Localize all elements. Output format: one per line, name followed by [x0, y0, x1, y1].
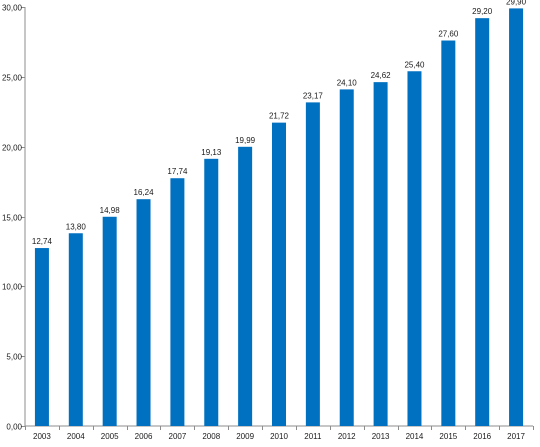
- data-label-2013: 24,62: [371, 71, 392, 80]
- x-tick-label: 2004: [67, 432, 85, 441]
- data-label-2015: 27,60: [438, 30, 459, 39]
- bar-2004: [68, 233, 83, 426]
- data-label-2008: 19,13: [201, 148, 222, 157]
- data-label-2011: 23,17: [303, 91, 324, 100]
- x-tick-label: 2010: [270, 432, 288, 441]
- x-tick-label: 2014: [406, 432, 424, 441]
- bars: [34, 8, 524, 427]
- data-label-2014: 25,40: [404, 60, 425, 69]
- x-tick-label: 2003: [33, 432, 51, 441]
- data-label-2004: 13,80: [66, 222, 87, 231]
- bar-2007: [170, 178, 185, 426]
- data-label-2003: 12,74: [32, 237, 53, 246]
- data-label-2007: 17,74: [167, 167, 188, 176]
- bar-2015: [441, 40, 456, 427]
- bar-2008: [204, 158, 219, 426]
- bar-2010: [272, 122, 286, 426]
- bar-2005: [102, 216, 117, 426]
- bar-2012: [339, 89, 354, 427]
- labels: 0,00 5,00 10,00 15,00 20,00 25,00 30,00 12,74 20…: [2, 0, 527, 441]
- data-label-2005: 14,98: [100, 206, 121, 215]
- data-label-2016: 29,20: [472, 7, 493, 16]
- x-tick-label: 2016: [473, 432, 491, 441]
- x-tick-label: 2013: [372, 432, 390, 441]
- x-tick-label: 2008: [202, 432, 220, 441]
- bar-2009: [238, 146, 253, 426]
- x-tick-label: 2007: [169, 432, 187, 441]
- x-tick-label: 2017: [507, 432, 525, 441]
- data-label-2010: 21,72: [269, 112, 290, 121]
- y-tick-label: 20,00: [2, 144, 23, 153]
- bar-2006: [136, 199, 151, 426]
- x-tick-label: 2006: [135, 432, 153, 441]
- bar-2003: [34, 248, 49, 426]
- data-label-2009: 19,99: [235, 136, 256, 145]
- y-tick-label: 0,00: [6, 423, 22, 432]
- y-tick-label: 10,00: [2, 283, 23, 292]
- y-tick-label: 25,00: [2, 74, 23, 83]
- bar-2017: [509, 8, 524, 427]
- bar-2013: [373, 82, 388, 426]
- data-label-2017: 29,90: [506, 0, 527, 6]
- data-label-2006: 16,24: [134, 188, 155, 197]
- x-tick-label: 2012: [338, 432, 356, 441]
- data-label-2012: 24,10: [337, 78, 358, 87]
- bar-2014: [407, 71, 422, 426]
- x-tick-label: 2005: [101, 432, 119, 441]
- x-tick-label: 2015: [439, 432, 457, 441]
- y-tick-label: 15,00: [2, 214, 23, 223]
- bar-2016: [475, 18, 490, 426]
- y-tick-label: 30,00: [2, 4, 23, 13]
- bar-2011: [305, 102, 320, 426]
- x-tick-label: 2009: [236, 432, 254, 441]
- x-tick-label: 2011: [304, 432, 322, 441]
- y-tick-label: 5,00: [6, 353, 22, 362]
